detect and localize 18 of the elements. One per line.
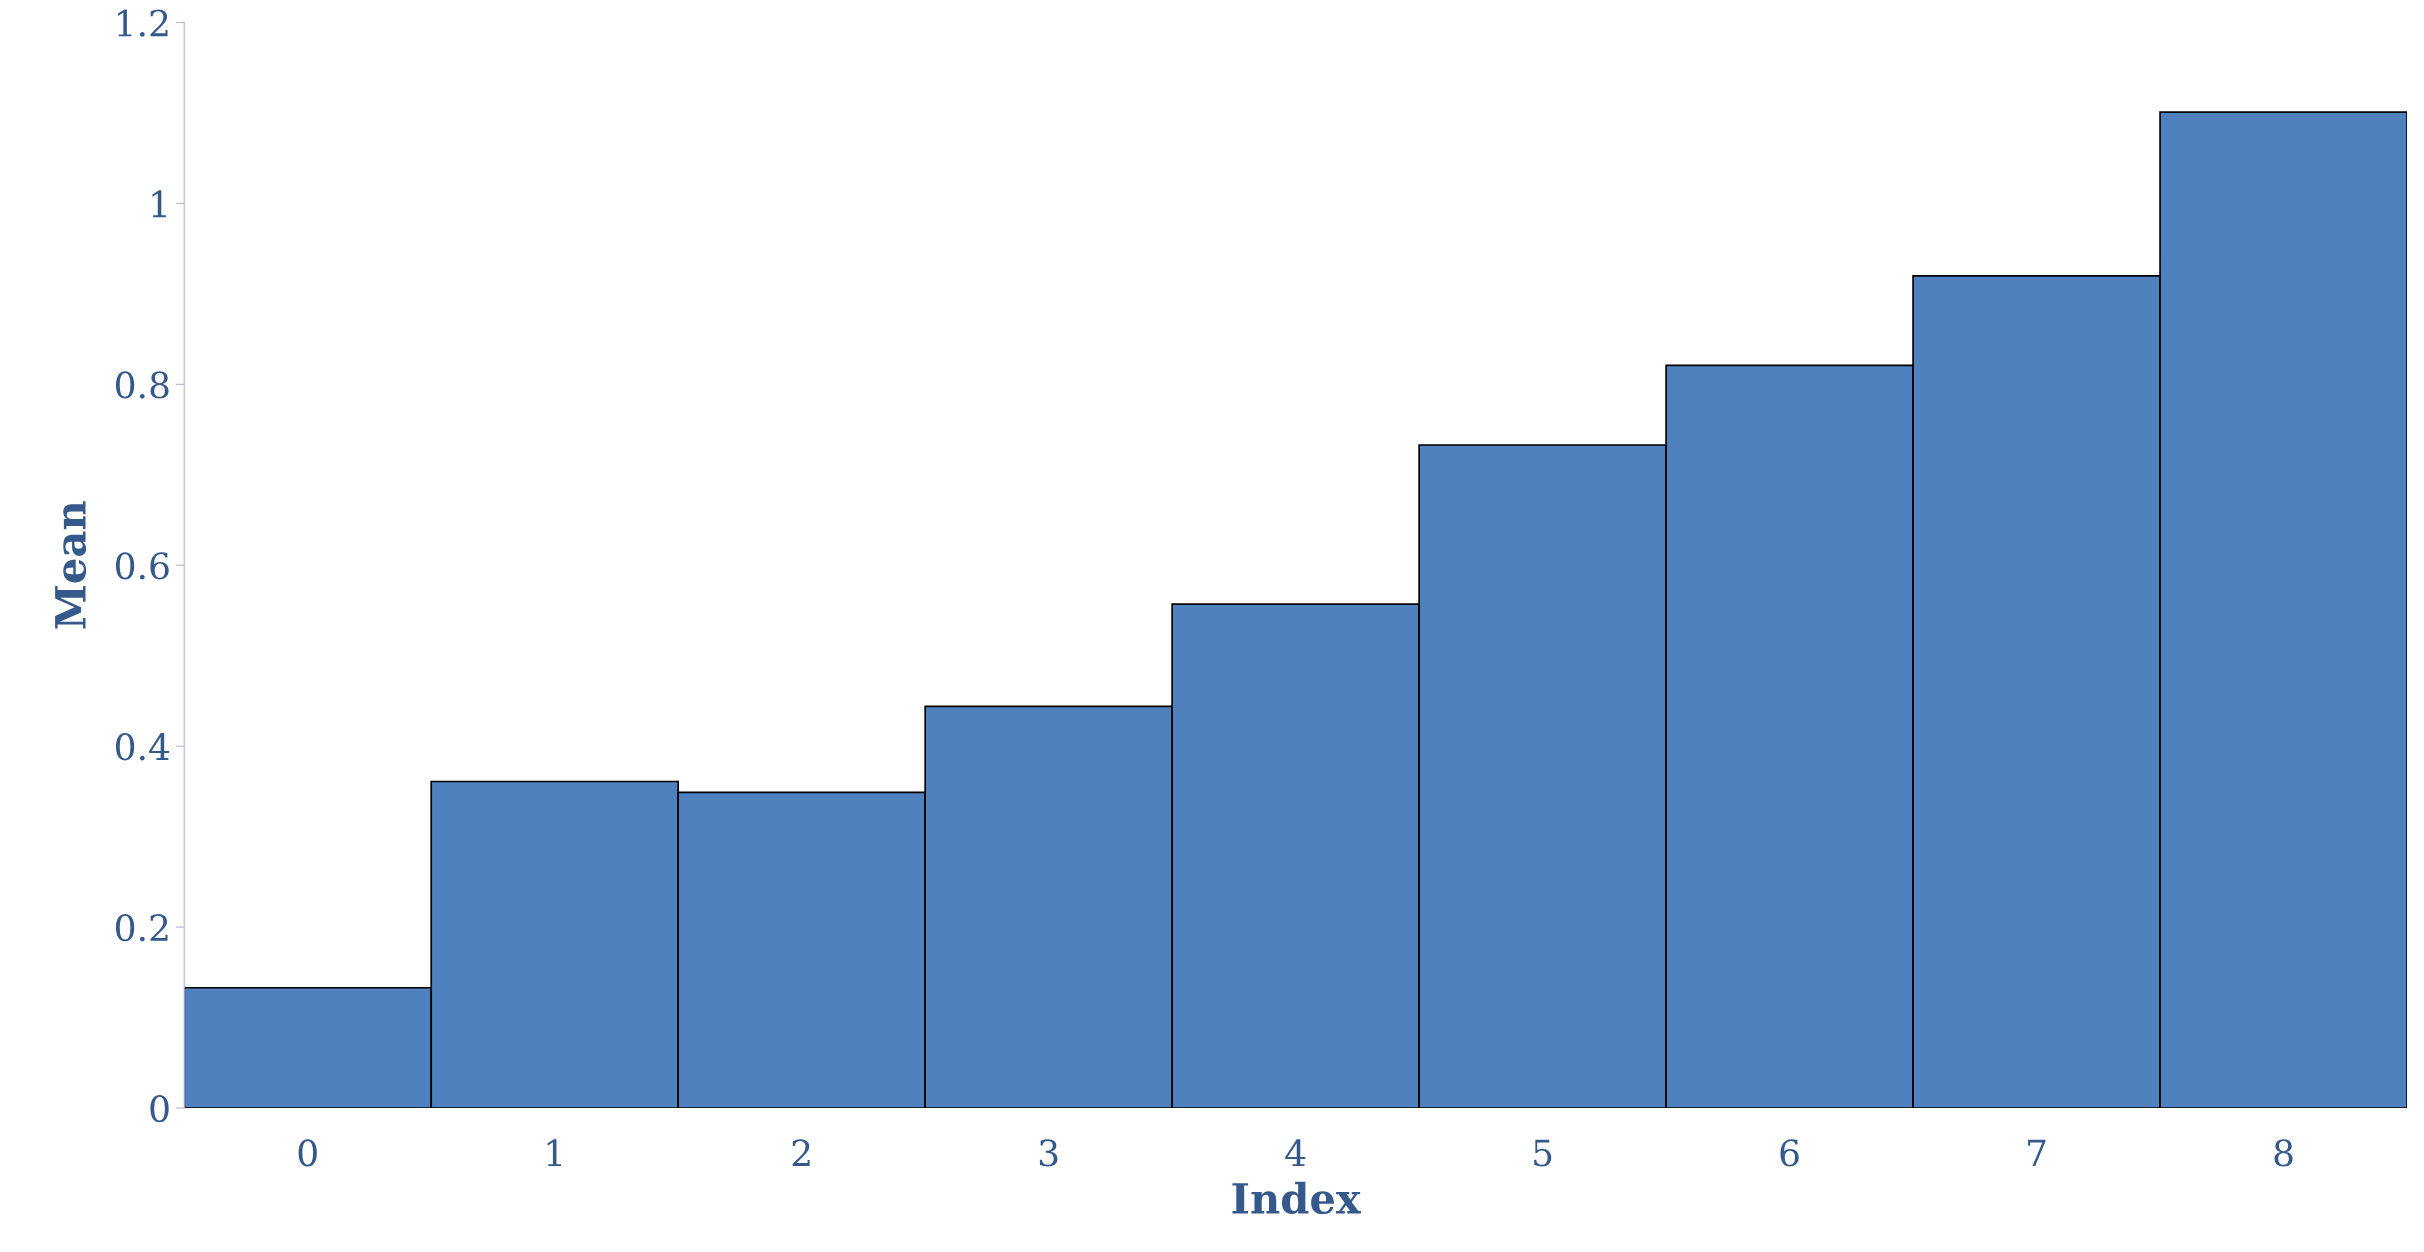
y-tick-label: 0.2 [115,914,168,942]
x-tick-label: 3 [1039,1139,1058,1167]
x-tick-label: 5 [1534,1139,1552,1167]
y-tick-label: 1.2 [118,9,168,37]
y-tick-label: 0.6 [115,552,169,580]
y-tick-label: 0 [150,1094,169,1123]
x-axis-title: Index [1232,1181,1362,1215]
x-tick-label: 7 [2028,1139,2046,1167]
y-tick-label: 0.4 [115,733,170,761]
x-tick-label: 2 [792,1139,810,1167]
x-tick-label: 8 [2274,1139,2293,1167]
y-axis-title: Mean [55,501,87,629]
x-tick-label: 6 [1780,1139,1799,1167]
y-tick-label: 1 [152,190,166,218]
x-tick-label: 0 [298,1139,317,1167]
x-tick-label: 4 [1285,1139,1306,1167]
x-tick-label: 1 [547,1139,562,1167]
y-tick-label: 0.8 [115,371,169,399]
